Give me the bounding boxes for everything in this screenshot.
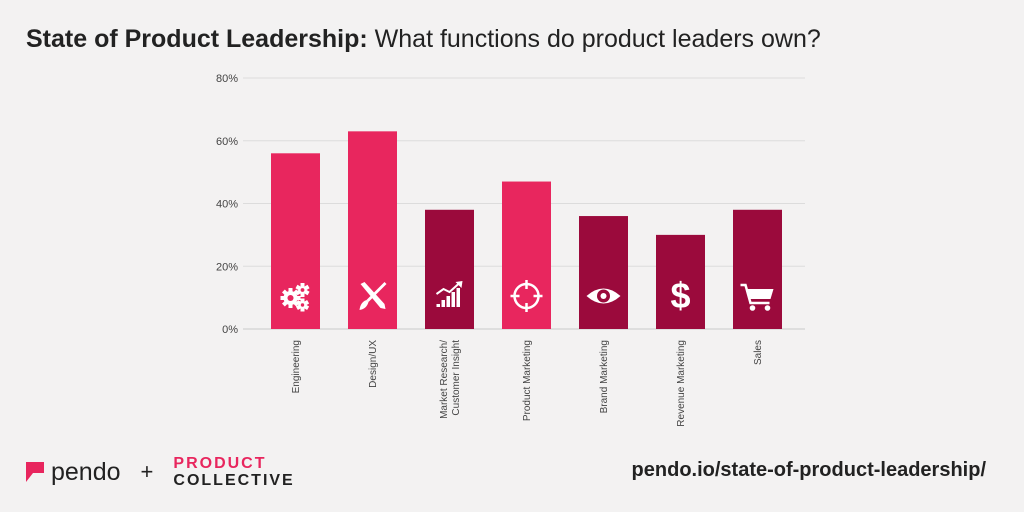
title-bold: State of Product Leadership: xyxy=(26,25,368,53)
cart-icon xyxy=(740,283,774,311)
collective-line-2: COLLECTIVE xyxy=(173,472,295,489)
partner-logos: pendo + PRODUCT COLLECTIVE xyxy=(24,452,295,492)
y-tick-label: 80% xyxy=(216,73,238,85)
gears-icon xyxy=(280,283,310,312)
y-tick-label: 0% xyxy=(222,324,238,336)
bar xyxy=(348,131,397,329)
x-tick-label: Sales xyxy=(753,340,764,365)
y-tick-label: 20% xyxy=(216,261,238,273)
report-url: pendo.io/state-of-product-leadership/ xyxy=(631,459,986,481)
title-rest: What functions do product leaders own? xyxy=(367,25,821,53)
x-tick-label: Design/UX xyxy=(368,340,379,388)
plus-sign: + xyxy=(140,459,154,484)
y-tick-label: 60% xyxy=(216,136,238,148)
svg-text:$: $ xyxy=(670,275,690,316)
pendo-mark-icon xyxy=(26,462,44,482)
x-tick-label: Brand Marketing xyxy=(599,340,610,413)
design-tools-icon xyxy=(359,282,387,310)
x-tick-label: Revenue Marketing xyxy=(676,340,687,427)
bar xyxy=(579,216,628,329)
bar xyxy=(733,209,782,329)
collective-line-1: PRODUCT xyxy=(173,455,267,472)
chart-title: State of Product Leadership: What functi… xyxy=(26,22,821,56)
bar xyxy=(656,234,705,329)
x-tick-label: Market Research/Customer Insight xyxy=(439,340,462,419)
dollar-icon: $ xyxy=(670,275,690,316)
pendo-wordmark: pendo xyxy=(51,457,121,486)
product-collective-logo: PRODUCT COLLECTIVE xyxy=(173,455,294,489)
x-tick-label: Product Marketing xyxy=(522,340,533,421)
x-tick-label: Engineering xyxy=(291,340,302,393)
pendo-logo: pendo xyxy=(24,458,121,487)
growth-chart-icon xyxy=(435,281,463,307)
target-icon xyxy=(510,280,543,312)
y-tick-label: 40% xyxy=(216,199,238,211)
bar xyxy=(425,209,474,329)
eye-icon xyxy=(586,288,621,304)
